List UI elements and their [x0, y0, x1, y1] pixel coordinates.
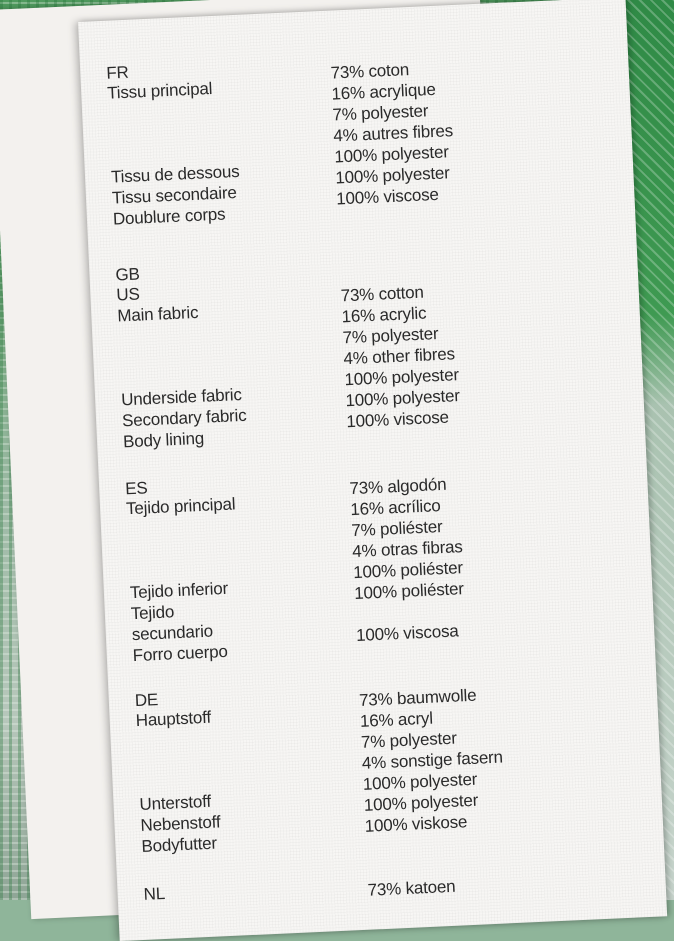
section-gb-us: GB US Main fabric 73% cotton 16% acrylic… [89, 241, 636, 451]
extra-fabric-label: Secondary fabric [121, 405, 247, 431]
language-code: NL [143, 883, 166, 904]
composition-value: 73% katoen [367, 876, 456, 900]
main-fabric-label: Tissu principal [106, 78, 213, 103]
language-code: US [115, 284, 141, 305]
extra-fabric-label: Doublure corps [112, 204, 226, 229]
composition-value: 100% viskose [364, 812, 468, 836]
section-nl: NL 73% katoen [117, 860, 664, 904]
main-fabric-label: Tejido principal [125, 494, 236, 519]
language-code: GB [115, 264, 141, 285]
extra-fabric-label: Body lining [122, 428, 205, 452]
language-code: ES [124, 478, 148, 499]
section-es: ES Tejido principal 73% algodón 16% acrí… [99, 455, 646, 665]
extra-fabric-label: Tejido [130, 602, 175, 624]
extra-fabric-label: Tejido inferior [129, 578, 229, 603]
main-fabric-label: Main fabric [116, 302, 199, 326]
language-code: DE [134, 690, 159, 711]
extra-fabric-label: Forro cuerpo [132, 641, 229, 666]
composition-value: 73% baumwolle [358, 685, 477, 710]
extra-fabric-label: Bodyfutter [141, 833, 218, 856]
main-fabric-label: Hauptstoff [135, 707, 212, 731]
care-label: FR Tissu principal 73% coton 16% acryliq… [78, 0, 668, 941]
composition-value: 100% viscose [345, 407, 450, 432]
composition-value: 100% viscosa [355, 621, 459, 646]
composition-value: 100% poliéster [353, 579, 465, 604]
composition-value: 100% viscose [335, 184, 440, 209]
section-de: DE Hauptstoff 73% baumwolle 16% acryl 7%… [108, 666, 655, 856]
section-fr: FR Tissu principal 73% coton 16% acryliq… [80, 39, 627, 229]
language-code: FR [105, 62, 130, 83]
